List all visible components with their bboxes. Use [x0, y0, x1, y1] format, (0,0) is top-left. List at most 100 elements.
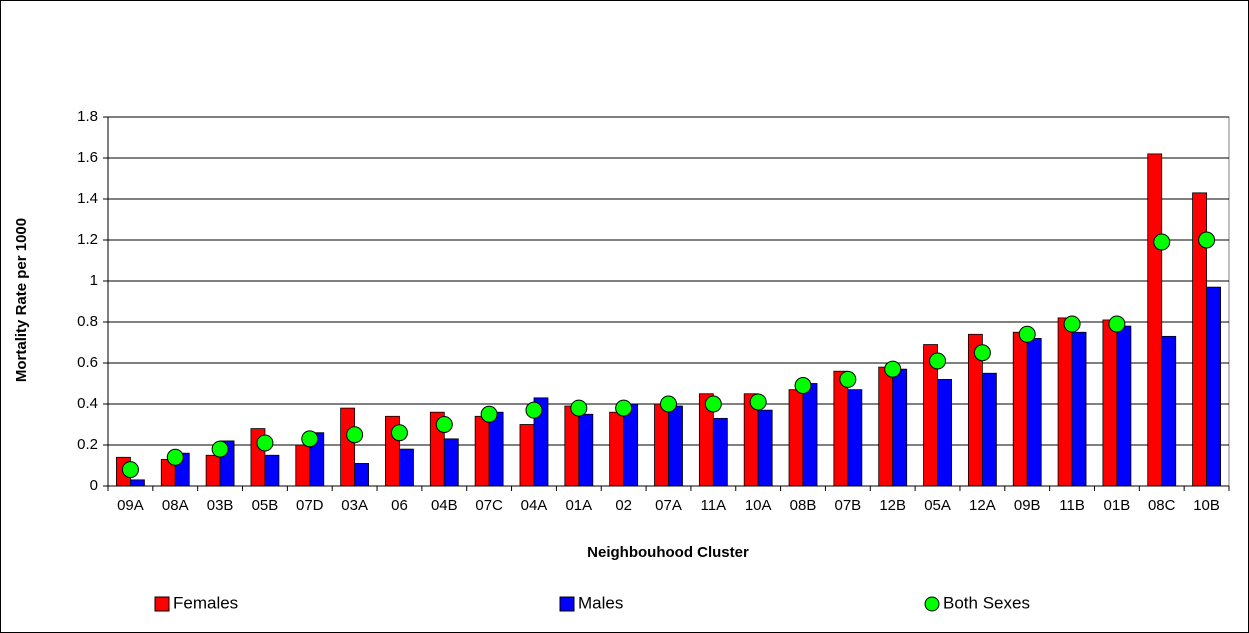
bar [1057, 317, 1073, 487]
point [390, 424, 408, 442]
point [704, 395, 722, 413]
bar [802, 383, 818, 487]
bar [1071, 331, 1087, 487]
point [211, 440, 229, 458]
bar [1116, 325, 1132, 487]
legend-label: Both Sexes [943, 593, 1030, 612]
point [346, 426, 364, 444]
bar [788, 389, 804, 487]
point [615, 399, 633, 417]
bar [519, 424, 535, 487]
bar [354, 463, 370, 487]
y-tick-label: 1.6 [77, 149, 98, 166]
bar [399, 448, 414, 487]
bar [937, 378, 952, 487]
bar [847, 389, 863, 487]
point [525, 401, 543, 419]
x-tick-label: 05B [252, 497, 279, 514]
bar [1161, 335, 1177, 487]
bar [205, 454, 221, 487]
x-tick-label: 07C [475, 497, 503, 514]
legend-swatch [154, 596, 170, 612]
point [973, 344, 991, 362]
point [1108, 315, 1126, 333]
point [301, 430, 319, 448]
bar [668, 405, 683, 487]
x-tick-label: 07A [655, 497, 682, 514]
bar [578, 413, 594, 487]
bar [488, 411, 504, 487]
bar [295, 444, 311, 487]
legend-swatch [924, 596, 940, 612]
bar [1102, 319, 1118, 487]
point [256, 434, 274, 452]
point [794, 377, 812, 395]
x-tick-label: 07D [296, 497, 324, 514]
x-tick-label: 07B [835, 497, 862, 514]
point [839, 370, 857, 388]
bar [130, 479, 145, 487]
x-tick-label: 05A [924, 497, 951, 514]
x-tick-label: 09B [1014, 497, 1041, 514]
bar [264, 454, 280, 487]
x-tick-label: 10B [1193, 497, 1220, 514]
x-tick-label: 12B [879, 497, 906, 514]
point [929, 352, 947, 370]
x-tick-label: 08A [162, 497, 189, 514]
bar [1026, 337, 1042, 487]
bar [654, 403, 669, 487]
x-tick-label: 02 [615, 497, 632, 514]
bar [833, 370, 849, 487]
y-axis-label: Mortality Rate per 1000 [13, 218, 30, 382]
x-tick-label: 01A [565, 497, 592, 514]
point [166, 448, 184, 466]
y-tick-label: 0 [90, 477, 98, 494]
y-tick-label: 1 [90, 272, 98, 289]
x-tick-label: 09A [117, 497, 144, 514]
y-tick-label: 1.2 [77, 231, 98, 248]
y-tick-label: 0.2 [77, 436, 98, 453]
y-tick-label: 0.4 [77, 395, 98, 412]
x-tick-label: 03A [341, 497, 368, 514]
bar [1147, 153, 1163, 487]
x-tick-label: 04B [431, 497, 458, 514]
x-tick-label: 06 [391, 497, 408, 514]
legend-label: Males [578, 593, 623, 612]
y-tick-label: 0.6 [77, 354, 98, 371]
y-tick-label: 0.8 [77, 313, 98, 330]
bar [757, 409, 773, 487]
bar [340, 407, 356, 487]
bar [443, 438, 459, 487]
point [884, 360, 902, 378]
bar [878, 366, 894, 487]
bar [892, 368, 908, 487]
point [435, 416, 453, 433]
bar [1012, 331, 1028, 487]
point [1018, 325, 1036, 343]
x-tick-label: 10A [745, 497, 772, 514]
point [1063, 315, 1081, 333]
x-tick-label: 04A [521, 497, 548, 514]
point [660, 395, 677, 413]
point [570, 399, 588, 417]
y-tick-label: 1.8 [77, 108, 98, 125]
x-tick-label: 08C [1148, 497, 1176, 514]
bar [609, 411, 625, 487]
point [1198, 231, 1216, 249]
x-tick-label: 01B [1104, 497, 1131, 514]
bar [564, 405, 580, 487]
x-tick-label: 03B [207, 497, 234, 514]
bar [1206, 286, 1221, 487]
point [121, 461, 139, 479]
x-tick-label: 11A [701, 497, 727, 514]
x-tick-label: 08B [790, 497, 817, 514]
point [480, 405, 498, 423]
x-tick-label: 12A [969, 497, 996, 514]
legend-label: Females [173, 593, 238, 612]
legend-swatch [559, 596, 575, 612]
point [1153, 233, 1171, 251]
x-tick-label: 11B [1059, 497, 1085, 514]
x-axis-label: Neighbouhood Cluster [587, 544, 749, 561]
bar [474, 415, 490, 487]
